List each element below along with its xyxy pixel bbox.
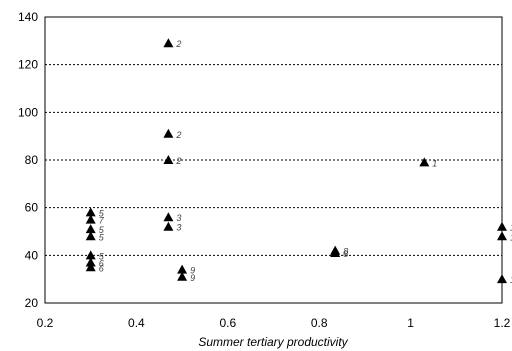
- y-tick-label: 40: [25, 248, 39, 262]
- data-point-triangle: [85, 214, 96, 224]
- x-axis-title: Summer tertiary productivity: [198, 335, 348, 349]
- data-point-triangle: [177, 264, 188, 274]
- plot-frame: [44, 16, 503, 304]
- data-point-triangle: [85, 207, 96, 217]
- data-point-triangle: [163, 155, 174, 164]
- data-point-label: 1: [510, 232, 512, 242]
- data-point-triangle: [85, 231, 96, 241]
- y-tick-label: 20: [25, 296, 39, 310]
- data-point-triangle: [497, 231, 507, 241]
- data-point-label: 7: [99, 216, 105, 226]
- data-point-triangle: [163, 212, 174, 222]
- x-tick-label: 0.2: [37, 316, 54, 330]
- data-point-label: 8: [343, 247, 348, 257]
- data-points: 22215755566339988111: [85, 38, 512, 285]
- data-point-triangle: [163, 128, 174, 138]
- gridlines: [45, 64, 502, 256]
- data-point-triangle: [163, 221, 174, 231]
- data-point-label: 2: [175, 130, 181, 140]
- data-point-label: 8: [343, 249, 348, 259]
- y-tick-label: 80: [25, 153, 39, 167]
- data-point-triangle: [330, 247, 341, 257]
- y-tick-label: 60: [25, 201, 39, 215]
- x-tick-label: 0.6: [219, 316, 236, 330]
- data-point-label: 9: [190, 273, 195, 283]
- data-point-label: 5: [99, 225, 105, 235]
- data-point-triangle: [85, 224, 96, 234]
- y-tick-label: 120: [18, 58, 38, 72]
- y-tick-label: 140: [18, 10, 38, 24]
- data-point-label: 2: [175, 39, 181, 49]
- data-point-label: 6: [99, 258, 104, 268]
- data-point-triangle: [85, 257, 96, 267]
- data-point-label: 5: [99, 208, 105, 218]
- data-point-triangle: [177, 271, 188, 281]
- data-point-label: 9: [190, 266, 195, 276]
- data-point-label: 5: [99, 232, 105, 242]
- x-tick-label: 1: [407, 316, 414, 330]
- data-point-triangle: [497, 274, 507, 284]
- data-point-label: 1: [432, 158, 437, 168]
- y-tick-label: 100: [18, 105, 38, 119]
- x-tick-label: 0.4: [128, 316, 145, 330]
- data-point-triangle: [163, 38, 174, 48]
- y-axis-ticks: 20 40 60 80 100 120 140: [18, 10, 38, 310]
- data-point-label: 1: [510, 275, 512, 285]
- x-tick-label: 0.8: [311, 316, 328, 330]
- data-point-triangle: [419, 157, 430, 167]
- data-point-triangle: [85, 250, 96, 260]
- data-point-label: 3: [176, 223, 181, 233]
- data-point-label: 5: [99, 251, 105, 261]
- data-point-label: 6: [99, 263, 104, 273]
- data-point-label: 2: [175, 156, 181, 166]
- x-axis-ticks: 0.2 0.4 0.6 0.8 1 1.2: [37, 316, 511, 330]
- data-point-label: 1: [510, 223, 512, 233]
- data-point-triangle: [85, 262, 96, 272]
- data-point-label: 3: [176, 213, 181, 223]
- data-point-triangle: [497, 221, 507, 231]
- x-tick-label: 1.2: [494, 316, 511, 330]
